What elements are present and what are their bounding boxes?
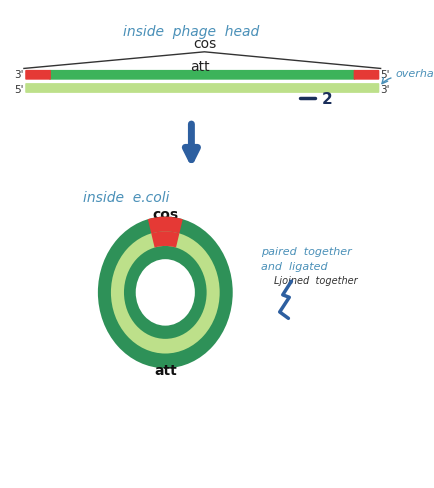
FancyBboxPatch shape [25, 84, 378, 94]
Wedge shape [148, 217, 182, 234]
Wedge shape [151, 232, 179, 248]
Text: 5': 5' [380, 70, 389, 80]
Text: att: att [154, 364, 176, 378]
Text: overhang: overhang [395, 69, 434, 79]
Circle shape [124, 246, 206, 339]
Circle shape [98, 217, 232, 368]
Text: Ljoined  together: Ljoined together [273, 276, 357, 285]
Text: 3': 3' [14, 70, 24, 80]
Text: 2: 2 [321, 92, 332, 106]
Text: att: att [190, 61, 210, 74]
FancyBboxPatch shape [49, 71, 355, 81]
Circle shape [135, 260, 194, 326]
Text: 3': 3' [380, 85, 389, 95]
Text: inside  phage  head: inside phage head [123, 25, 259, 39]
Text: cos: cos [192, 37, 216, 51]
Text: paired  together: paired together [260, 246, 351, 256]
FancyBboxPatch shape [353, 71, 378, 81]
Text: inside  e.coli: inside e.coli [83, 191, 169, 204]
Circle shape [111, 232, 219, 354]
FancyBboxPatch shape [25, 71, 51, 81]
Text: and  ligated: and ligated [260, 261, 327, 271]
Text: 5': 5' [14, 85, 24, 95]
Text: cos: cos [152, 208, 178, 222]
